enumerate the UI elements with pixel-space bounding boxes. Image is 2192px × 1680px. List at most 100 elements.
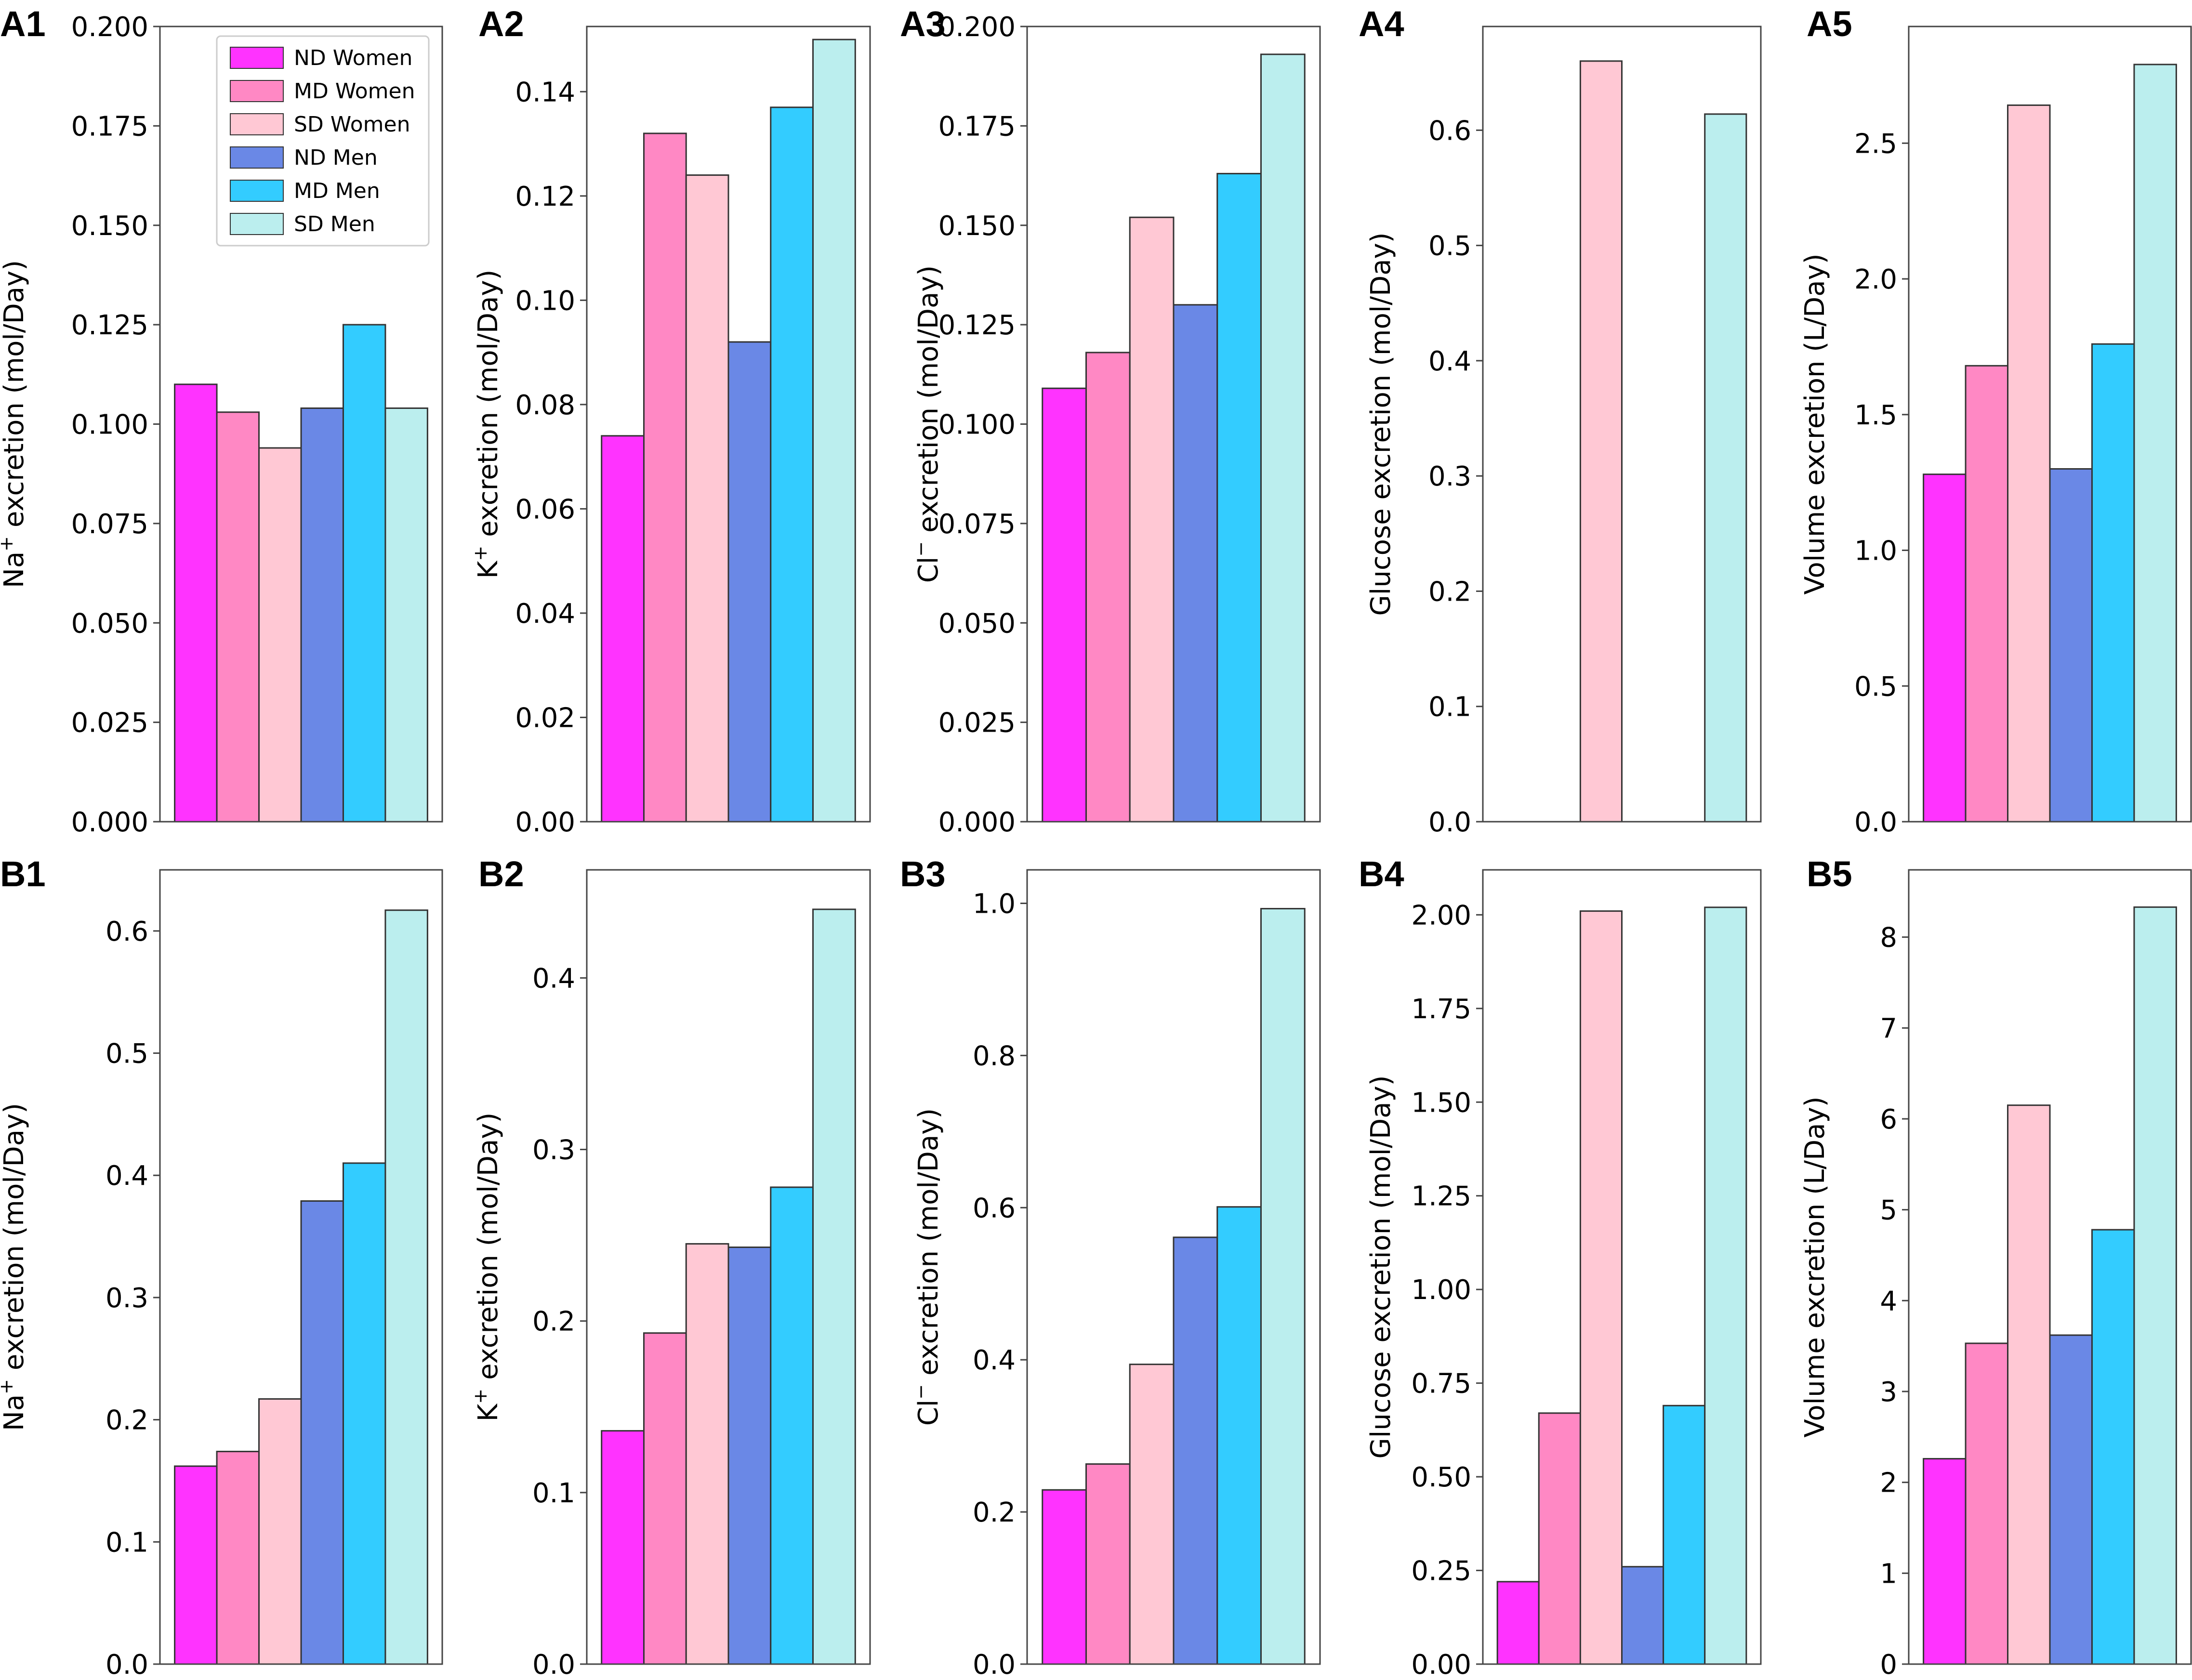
bar-sd-men	[1704, 906, 1747, 1665]
y-tick-label: 0.1	[1428, 692, 1471, 723]
legend-label: ND Men	[294, 145, 378, 170]
y-tick-label: 0.125	[938, 310, 1016, 341]
bar-md-women	[1965, 365, 2009, 823]
y-tick-label: 0.2	[1428, 576, 1471, 607]
bar-md-men	[2091, 1229, 2135, 1665]
y-tick-label: 0.14	[515, 77, 575, 108]
bar-md-women	[1538, 1412, 1581, 1665]
bar-sd-men	[2133, 64, 2177, 823]
panel-a3: A3 0.000 0.025 0.050 0.075 0.100 0.125 0.150 0.1…	[900, 4, 1321, 838]
y-tick-label: 0.050	[938, 608, 1016, 639]
bar-md-men	[1663, 1404, 1706, 1665]
y-tick-label: 1.25	[1411, 1181, 1471, 1212]
y-tick-label: 1.00	[1411, 1274, 1471, 1306]
y-tick-label: 3	[1880, 1377, 1897, 1408]
legend-swatch	[230, 146, 284, 169]
bar-md-women	[1085, 1463, 1131, 1665]
bar-nd-men	[727, 1247, 772, 1665]
bar-nd-women	[174, 383, 218, 823]
y-tick-label: 2.0	[1854, 264, 1897, 295]
bar-md-women	[216, 411, 260, 823]
bar-nd-men	[2049, 468, 2093, 823]
bar-nd-men	[300, 407, 344, 823]
bar-nd-men	[2049, 1334, 2093, 1665]
panel-b1: B1 0.0 0.1 0.2 0.3 0.4 0.5 0.6 Na+ excretion (mo…	[0, 854, 443, 1680]
panel-label: B3	[900, 854, 946, 894]
panel-a1: A1 0.000 0.025 0.050 0.075 0.100 0.125 0.150 0.1…	[0, 4, 443, 838]
y-axis-label-main: Volume excretion (L/Day)	[1799, 253, 1831, 594]
y-tick-label: 0.025	[71, 708, 148, 739]
y-tick-label: 0.4	[106, 1160, 148, 1192]
y-tick-label: 0.075	[71, 509, 148, 540]
y-tick-label: 0.000	[71, 807, 148, 838]
y-axis-label: Cl− excretion (mol/Day)	[910, 1108, 944, 1426]
y-tick-label: 0.150	[938, 210, 1016, 242]
bar-nd-men	[727, 341, 772, 823]
panel-a4: A4 0.0 0.1 0.2 0.3 0.4 0.5 0.6 Glucose excretion…	[1359, 4, 1762, 838]
y-axis-label-main: K	[473, 560, 504, 578]
y-tick-label: 0.2	[532, 1306, 575, 1338]
bar-nd-women	[1042, 387, 1087, 823]
bar-md-men	[770, 1186, 814, 1665]
y-tick-label: 0.02	[515, 702, 575, 734]
y-tick-label: 0.8	[973, 1040, 1016, 1072]
bar-md-women	[1965, 1342, 2009, 1665]
y-axis-label: Volume excretion (L/Day)	[1799, 1096, 1831, 1437]
y-tick-label: 0.6	[973, 1193, 1016, 1224]
bar-sd-women	[2007, 104, 2051, 823]
y-tick-label: 0.0	[1854, 807, 1897, 838]
bar-md-women	[643, 1332, 687, 1665]
y-axis-label-sup: +	[0, 536, 17, 551]
y-tick-label: 1	[1880, 1558, 1897, 1589]
y-tick-label: 0.100	[938, 409, 1016, 441]
y-tick-label: 0.00	[515, 807, 575, 838]
legend-label: MD Women	[294, 79, 415, 104]
panel-b5: B5 0 1 2 3 4 5 6 7 8 Volume excretion (L/Day)	[1799, 854, 2192, 1680]
y-tick-label: 1.75	[1411, 994, 1471, 1025]
y-tick-label: 0.10	[515, 285, 575, 316]
bar-nd-women	[601, 435, 645, 823]
bar-md-women	[1085, 352, 1131, 823]
y-tick-label: 0.2	[973, 1497, 1016, 1528]
y-tick-label: 6	[1880, 1104, 1897, 1135]
y-axis-label-sup: +	[470, 546, 491, 561]
legend-swatch	[230, 47, 284, 69]
y-tick-label: 0.0	[1428, 807, 1471, 838]
y-tick-label: 0.0	[106, 1649, 148, 1680]
bar-md-women	[643, 132, 687, 823]
y-axis-label-rest: excretion (mol/Day)	[0, 1103, 30, 1379]
y-tick-label: 0.06	[515, 494, 575, 525]
y-axis-label-main: Glucose excretion (mol/Day)	[1365, 1075, 1397, 1458]
y-tick-label: 0.3	[106, 1283, 148, 1314]
y-tick-label: 1.5	[1854, 400, 1897, 431]
y-tick-label: 0.5	[1854, 671, 1897, 702]
axes-frame	[1908, 869, 2192, 1665]
panel-b4: B4 0.00 0.25 0.50 0.75 1.00 1.25 1.50 1.75 2.00 Gl…	[1359, 854, 1762, 1680]
bar-md-men	[342, 324, 386, 823]
y-tick-label: 0.175	[938, 111, 1016, 142]
y-tick-label: 0.4	[973, 1345, 1016, 1376]
bar-nd-women	[1923, 473, 1967, 823]
y-axis-label-rest: excretion (mol/Day)	[473, 1113, 504, 1389]
y-tick-label: 1.0	[973, 888, 1016, 919]
bar-nd-men	[1173, 304, 1218, 823]
bar-md-women	[216, 1451, 260, 1665]
y-tick-label: 5	[1880, 1195, 1897, 1226]
bar-md-men	[1216, 172, 1262, 823]
legend-label: MD Men	[294, 179, 380, 203]
bar-sd-women	[2007, 1104, 2051, 1665]
y-axis-label-main: Na	[0, 551, 30, 588]
y-tick-label: 0.4	[1428, 346, 1471, 377]
legend-swatch	[230, 80, 284, 102]
y-tick-label: 4	[1880, 1286, 1897, 1317]
legend-swatch	[230, 180, 284, 202]
y-axis-label: Volume excretion (L/Day)	[1799, 253, 1831, 594]
y-axis-label: Na+ excretion (mol/Day)	[0, 260, 30, 588]
bar-sd-men	[1704, 113, 1747, 823]
panel-b3: B3 0.0 0.2 0.4 0.6 0.8 1.0 Cl− excretion (mol/D…	[900, 854, 1321, 1680]
bar-nd-men	[1173, 1236, 1218, 1665]
y-tick-label: 0.125	[71, 310, 148, 341]
panel-label: A4	[1359, 4, 1404, 44]
bar-sd-men	[384, 909, 428, 1665]
